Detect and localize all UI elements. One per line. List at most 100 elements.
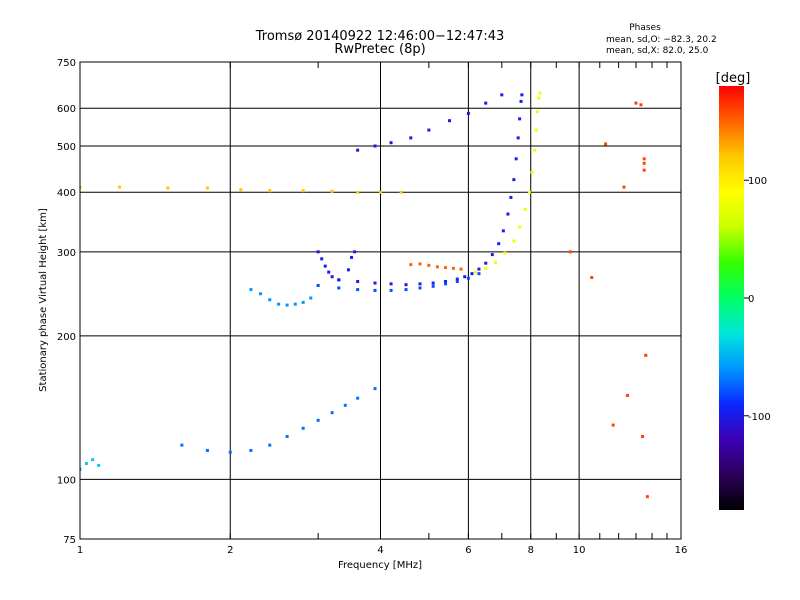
data-point [418,262,422,266]
data-point [373,144,377,148]
data-point [512,178,516,182]
data-point [645,495,649,499]
phase-o-stats: mean, sd,O: −82.3, 20.2 [606,35,717,45]
data-point [239,188,243,192]
data-point [350,255,354,259]
data-point [418,286,422,290]
data-point [356,279,360,283]
data-point [523,207,527,211]
data-point [644,353,648,357]
data-point [455,279,459,283]
data-point [473,270,477,274]
data-point [84,461,88,465]
data-point [228,450,232,454]
data-point [463,275,467,279]
data-point [330,411,334,415]
data-point [249,448,253,452]
data-point [497,242,501,246]
data-point [330,189,334,193]
data-point [285,303,289,307]
y-tick-label: 500 [57,142,76,153]
data-point [373,288,377,292]
data-point [516,136,520,140]
data-point [518,225,522,229]
data-point [512,239,516,243]
data-point [316,418,320,422]
x-tick-label: 16 [675,545,688,556]
data-point [431,281,435,285]
data-point [533,148,537,152]
data-point [509,195,513,199]
chart-title: Tromsø 20140922 12:46:00−12:47:43 [255,29,505,44]
data-point [459,267,463,271]
data-point [477,272,481,276]
data-point [268,189,272,193]
data-point [166,186,170,190]
y-axis-ticks: 75 100 200 300 400 500 600 750 [57,58,76,546]
x-tick-label: 10 [573,545,586,556]
y-tick-label: 600 [57,104,76,115]
data-point [97,463,101,467]
y-axis-label: Stationary phase Virtual Height [km] [38,208,49,392]
data-point [343,403,347,407]
phase-x-stats: mean, sd,X: 82.0, 25.0 [606,46,709,56]
data-point [466,276,470,280]
data-point [309,296,313,300]
data-point [268,443,272,447]
data-point [316,283,320,287]
data-point [490,253,494,257]
phase-stats-box: Phases mean, sd,O: −82.3, 20.2 mean, sd,… [606,23,717,56]
data-point [389,282,393,286]
x-tick-label: 4 [377,545,383,556]
data-point [337,286,341,290]
x-axis-ticks: 1 2 4 6 8 10 16 [77,62,688,556]
data-point [205,448,209,452]
data-point [418,282,422,286]
data-point [520,93,524,97]
data-point [316,250,320,254]
data-point [604,142,608,146]
data-point [205,186,209,190]
data-point [353,250,357,254]
data-point [346,268,350,272]
colorbar: [deg] -100 0 100 [716,71,771,510]
data-point [639,103,643,107]
data-point [268,298,272,302]
y-tick-label: 100 [57,475,76,486]
y-tick-label: 400 [57,188,76,199]
data-point [356,190,360,194]
data-point [399,190,403,194]
data-point [484,266,488,270]
data-point [320,257,324,261]
y-tick-label: 75 [63,535,76,546]
data-point [484,261,488,265]
data-point [455,277,459,281]
data-point [91,458,95,462]
data-point [466,111,470,115]
y-tick-label: 200 [57,332,76,343]
colorbar-tick-label: -100 [748,412,771,423]
data-point [537,96,541,100]
data-point [519,99,523,103]
data-point [444,279,448,283]
data-point [568,250,572,254]
data-point [470,272,474,276]
data-point [427,263,431,267]
phase-heading: Phases [629,23,661,33]
colorbar-tick-label: 100 [748,176,767,187]
data-point [484,101,488,105]
data-point [301,189,305,193]
data-point [451,266,455,270]
colorbar-ticks: -100 0 100 [744,176,771,423]
x-tick-label: 1 [77,545,83,556]
data-point [535,110,539,114]
colorbar-strip [719,86,744,510]
x-tick-label: 6 [465,545,471,556]
data-point [514,157,518,161]
data-point [500,93,504,97]
colorbar-tick-label: 0 [748,294,754,305]
data-point [518,117,522,121]
data-point [249,288,253,292]
data-point [444,266,448,270]
